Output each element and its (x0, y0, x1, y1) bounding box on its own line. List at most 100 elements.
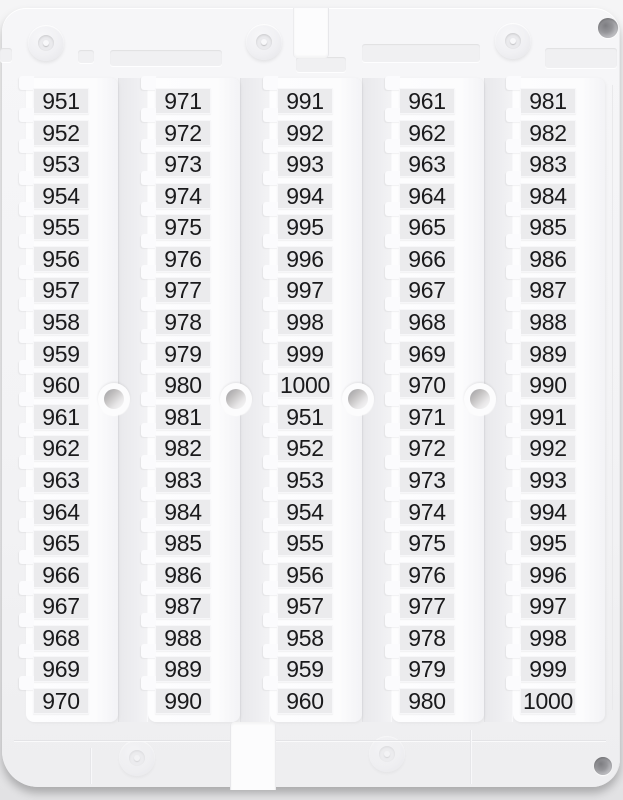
tag-tab (19, 549, 34, 564)
marker-tag: 982 (155, 435, 211, 461)
marker-tag: 981 (520, 88, 576, 114)
tag-tab (506, 170, 521, 185)
tag-tab (263, 233, 278, 248)
tag-tab (385, 76, 400, 90)
marker-tag: 996 (520, 562, 576, 588)
marker-tag: 978 (399, 625, 455, 651)
tag-tab (263, 139, 278, 154)
marker-tag: 957 (277, 593, 333, 619)
marker-tag: 992 (277, 120, 333, 146)
tag-tab (506, 454, 521, 469)
marker-tag: 994 (277, 183, 333, 209)
marker-tag: 959 (33, 341, 89, 367)
tag-tab (141, 76, 156, 90)
alignment-hole (342, 383, 374, 415)
tag-tab (506, 391, 521, 406)
bottom-notch (230, 722, 276, 790)
tag-tab (141, 518, 156, 533)
bottom-step (470, 730, 471, 784)
marker-tag: 971 (399, 404, 455, 430)
marker-tag: 985 (520, 214, 576, 240)
tag-tab (385, 360, 400, 375)
tag-tab (263, 202, 278, 217)
marker-tag: 1000 (520, 688, 576, 714)
tag-tab (141, 297, 156, 312)
tag-tab (385, 486, 400, 501)
marker-tag: 963 (33, 467, 89, 493)
tag-tab (141, 549, 156, 564)
tag-tab (385, 265, 400, 280)
tag-tab (506, 549, 521, 564)
rivet-boss (28, 25, 64, 61)
marker-tag: 980 (155, 372, 211, 398)
tag-tab (385, 454, 400, 469)
marker-tag: 964 (399, 183, 455, 209)
tag-tab (263, 423, 278, 438)
marker-tag: 970 (33, 688, 89, 714)
corner-hole (598, 18, 618, 38)
marker-tag: 965 (399, 214, 455, 240)
marker-tag: 998 (520, 625, 576, 651)
tag-tab (506, 486, 521, 501)
marker-tag: 987 (155, 593, 211, 619)
marker-tag: 974 (155, 183, 211, 209)
tag-tab (19, 391, 34, 406)
tag-tab (506, 328, 521, 343)
rivet-boss-pin (510, 38, 516, 44)
marker-tag: 956 (33, 246, 89, 272)
marker-tag: 977 (155, 277, 211, 303)
tag-tab (385, 581, 400, 596)
tag-tab (506, 676, 521, 691)
tag-tab (19, 518, 34, 533)
tag-tab (263, 518, 278, 533)
tag-tab (141, 233, 156, 248)
tag-tab (19, 297, 34, 312)
marker-tag: 962 (399, 120, 455, 146)
marker-tag: 951 (33, 88, 89, 114)
marker-tag: 989 (520, 341, 576, 367)
rivet-boss-pin (43, 40, 49, 46)
tag-tab (263, 486, 278, 501)
marker-tag: 998 (277, 309, 333, 335)
marker-tag: 991 (277, 88, 333, 114)
tag-tab (506, 360, 521, 375)
tag-tab (19, 581, 34, 596)
marker-tag: 991 (520, 404, 576, 430)
marker-tag: 976 (399, 562, 455, 588)
bottom-groove (14, 740, 606, 741)
marker-tag: 1000 (277, 372, 333, 398)
marker-tag: 968 (33, 625, 89, 651)
tag-tab (506, 202, 521, 217)
marker-tag: 969 (33, 656, 89, 682)
alignment-hole (464, 383, 496, 415)
tag-tab (19, 676, 34, 691)
tag-tab (141, 644, 156, 659)
rivet-boss-pin (261, 39, 267, 45)
tag-tab (385, 233, 400, 248)
tag-tab (506, 518, 521, 533)
marker-tag: 953 (33, 151, 89, 177)
marker-tag: 988 (520, 309, 576, 335)
tag-tab (19, 486, 34, 501)
marker-tag: 956 (277, 562, 333, 588)
tag-tab (385, 518, 400, 533)
marker-tag: 952 (277, 435, 333, 461)
marker-tag: 966 (33, 562, 89, 588)
tag-tab (141, 676, 156, 691)
tag-tab (141, 423, 156, 438)
tag-tab (19, 265, 34, 280)
marker-tag: 983 (520, 151, 576, 177)
marker-tag: 971 (155, 88, 211, 114)
tag-tab (263, 170, 278, 185)
tag-tab (506, 644, 521, 659)
marker-strip: 981 982 983 984 985 986 987 988 989 990 991 992 993 9… (506, 76, 605, 722)
marker-tag: 999 (277, 341, 333, 367)
marker-tag: 958 (277, 625, 333, 651)
marker-tag: 994 (520, 499, 576, 525)
tag-tab (506, 139, 521, 154)
tag-tab (506, 233, 521, 248)
tag-tab (263, 581, 278, 596)
tag-tab (263, 644, 278, 659)
molded-recess (545, 48, 617, 68)
